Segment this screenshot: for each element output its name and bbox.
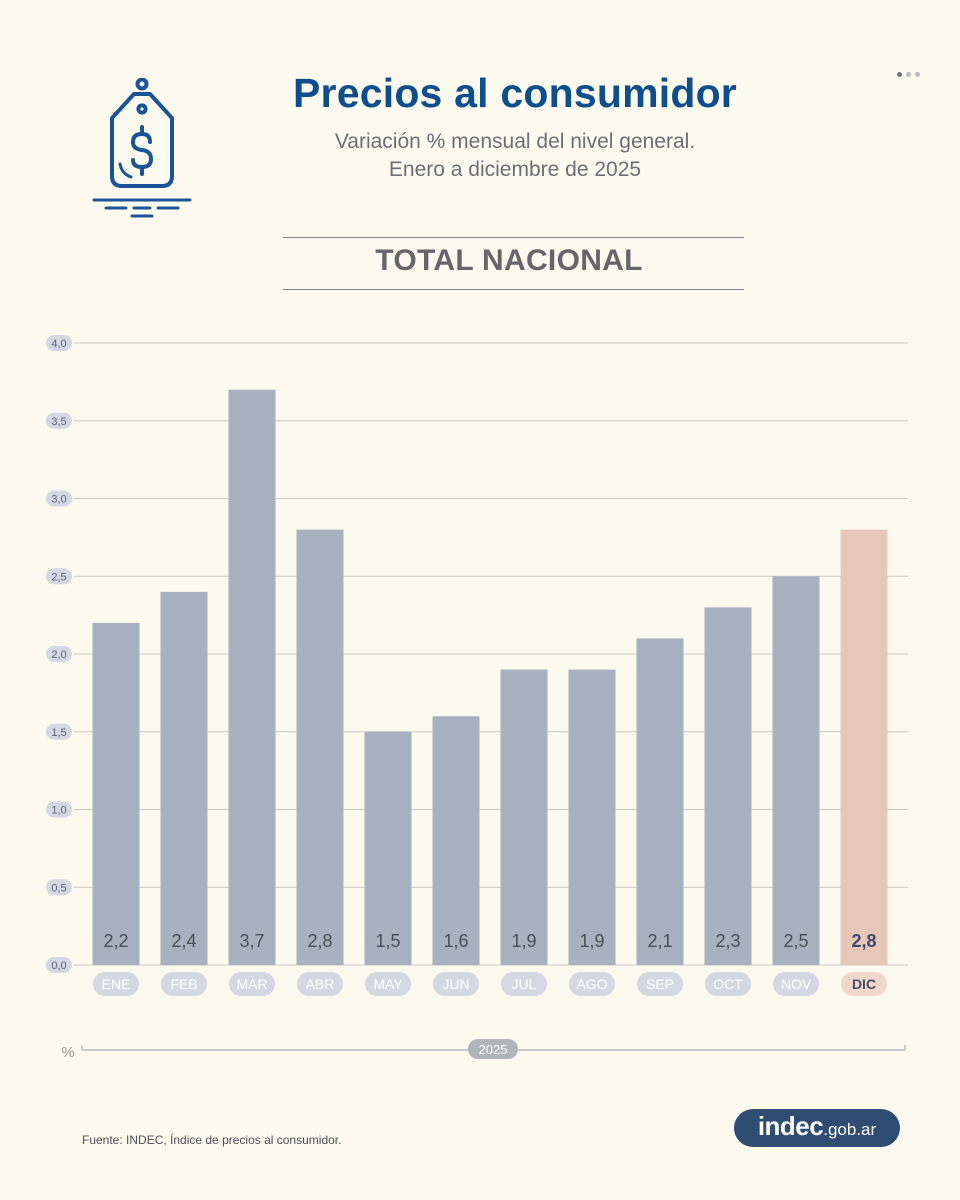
y-tick-pill	[46, 412, 72, 429]
y-tick-pill	[46, 646, 72, 662]
bar	[364, 731, 412, 965]
y-tick-label: 2,0	[51, 649, 66, 661]
y-tick-pill	[46, 568, 72, 585]
x-category-label: MAY	[373, 976, 403, 992]
x-category-label: DIC	[852, 976, 876, 992]
x-axis-label: 2025	[479, 1042, 508, 1057]
price-tag-dollar-icon	[92, 78, 192, 218]
bar-value-label: 2,8	[307, 931, 332, 951]
x-category-label: NOV	[781, 976, 812, 992]
x-category-label: AGO	[576, 976, 607, 992]
bar	[296, 529, 344, 965]
subtitle-line-1: Variación % mensual del nivel general.	[334, 130, 696, 153]
bar	[704, 607, 752, 965]
bar	[636, 638, 684, 965]
y-axis-unit: %	[61, 1044, 74, 1061]
source-note: Fuente: INDEC, Índice de precios al cons…	[82, 1133, 342, 1147]
page-dot[interactable]	[915, 72, 920, 77]
y-tick-label: 3,0	[51, 494, 66, 506]
bar	[772, 576, 820, 965]
x-category-label: ENE	[102, 976, 131, 992]
section-title: TOTAL NACIONAL	[375, 244, 643, 277]
brand-main: indec	[757, 1111, 824, 1141]
y-tick-label: 1,0	[51, 805, 66, 817]
indec-logo[interactable]: indec .gob.ar	[734, 1109, 900, 1147]
x-category-label: ABR	[306, 976, 335, 992]
x-category-pill	[433, 972, 479, 996]
pagination-dots[interactable]	[897, 72, 920, 77]
page-dot-active[interactable]	[897, 72, 902, 77]
y-tick-label: 0,0	[51, 960, 66, 972]
x-category-pill	[637, 972, 683, 996]
bar-value-label: 2,4	[171, 931, 196, 951]
y-tick-label: 3,5	[51, 416, 66, 428]
x-category-label: FEB	[170, 976, 197, 992]
x-category-label: MAR	[236, 976, 267, 992]
bar-value-label: 1,5	[375, 931, 400, 951]
x-category-pill	[773, 972, 819, 996]
bar-value-label: 2,5	[783, 931, 808, 951]
x-category-pill	[93, 972, 139, 996]
bar	[500, 669, 548, 965]
bar	[432, 716, 480, 965]
y-tick-pill	[46, 801, 72, 818]
y-tick-label: 2,5	[51, 571, 66, 583]
bar	[92, 622, 140, 965]
x-category-pill	[161, 972, 207, 996]
x-category-pill	[229, 972, 275, 996]
bar-value-label: 1,9	[511, 931, 536, 951]
x-category-label: OCT	[713, 976, 743, 992]
y-tick-pill	[46, 723, 72, 740]
bar-value-label: 2,8	[851, 931, 876, 951]
x-axis-label-pill	[468, 1039, 518, 1059]
x-category-label: JUN	[442, 976, 469, 992]
bar-value-label: 2,1	[647, 931, 672, 951]
y-tick-label: 4,0	[51, 338, 66, 350]
brand-suffix: .gob.ar	[823, 1120, 877, 1139]
y-tick-label: 1,5	[51, 727, 66, 739]
x-category-label: SEP	[646, 976, 674, 992]
bar-value-label: 2,3	[715, 931, 740, 951]
x-category-pill	[501, 972, 547, 996]
page-dot[interactable]	[906, 72, 911, 77]
y-tick-pill	[46, 879, 72, 896]
x-category-pill	[841, 972, 887, 996]
bar	[568, 669, 616, 965]
bar-value-label: 3,7	[239, 931, 264, 951]
y-tick-pill	[46, 490, 72, 507]
x-category-pill	[569, 972, 615, 996]
y-tick-label: 0,5	[51, 882, 66, 894]
x-category-pill	[705, 972, 751, 996]
section-rule-bottom	[283, 289, 744, 290]
x-category-pill	[365, 972, 411, 996]
section-rule-top	[283, 237, 744, 238]
bar	[160, 591, 208, 965]
x-category-pill	[297, 972, 343, 996]
bar-value-label: 1,6	[443, 931, 468, 951]
bar-value-label: 2,2	[103, 931, 128, 951]
y-tick-pill	[46, 957, 72, 973]
bar-value-label: 1,9	[579, 931, 604, 951]
bar	[840, 529, 888, 965]
subtitle-line-2: Enero a diciembre de 2025	[388, 158, 642, 181]
page-title: Precios al consumidor	[293, 70, 737, 116]
y-tick-pill	[46, 335, 72, 351]
bar	[228, 389, 276, 965]
x-category-label: JUL	[512, 976, 537, 992]
